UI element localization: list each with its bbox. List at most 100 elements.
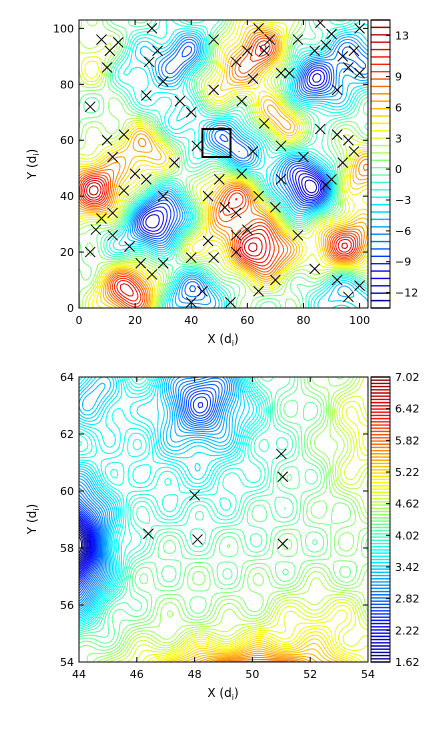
sample-marker — [275, 448, 287, 460]
top-colorbar-frame — [370, 19, 391, 309]
contour-level — [79, 377, 242, 616]
contour-level — [138, 65, 330, 237]
contour-level — [79, 377, 240, 614]
sample-marker — [140, 174, 152, 185]
contour-level — [103, 20, 368, 308]
contour-level — [79, 377, 265, 627]
contour-level — [124, 380, 368, 662]
bottom-contour-lines — [79, 377, 368, 662]
sample-marker — [277, 538, 289, 550]
contour-level — [79, 377, 289, 632]
contour-level — [79, 377, 233, 607]
colorbar-tick-label: 2.22 — [395, 624, 420, 637]
contour-level — [79, 377, 236, 611]
sample-marker — [277, 471, 289, 483]
contour-level — [79, 377, 254, 621]
colorbar-tick-label: 4.62 — [395, 498, 420, 511]
contour-level — [142, 69, 325, 232]
sample-marker — [101, 62, 113, 73]
y-tick-label: 80 — [60, 78, 74, 91]
bottom-y-axis-label: Y (di) — [25, 504, 41, 535]
sample-marker — [292, 229, 304, 241]
sample-marker — [236, 168, 248, 180]
top-x-axis-label: X (di) — [207, 332, 238, 348]
sample-marker — [314, 20, 326, 29]
contour-level — [79, 384, 220, 595]
sample-marker — [275, 174, 287, 185]
contour-level — [207, 654, 308, 662]
y-tick-label: 60 — [60, 134, 74, 147]
sample-marker — [107, 229, 119, 241]
contour-level — [79, 519, 92, 573]
colorbar-tick-label: 9 — [395, 71, 402, 84]
contour-level — [141, 406, 368, 662]
bottom-plot-frame — [78, 376, 369, 663]
contour-level — [162, 634, 351, 662]
colorbar-tick-label: −9 — [395, 256, 411, 269]
y-tick-label: 0 — [67, 302, 74, 315]
sample-marker — [270, 274, 281, 286]
sample-marker — [275, 67, 287, 79]
contour-level — [131, 36, 368, 305]
contour-level — [301, 176, 320, 196]
contour-level — [79, 522, 90, 569]
sample-marker — [107, 151, 119, 163]
sample-marker — [253, 190, 264, 202]
sample-marker — [101, 134, 113, 146]
contour-level — [79, 396, 209, 585]
sample-marker — [258, 45, 270, 57]
top-plot-frame — [78, 19, 369, 309]
colorbar-tick-label: −3 — [395, 194, 411, 207]
sample-marker — [337, 157, 349, 168]
sample-marker — [174, 95, 186, 107]
y-tick-label: 54 — [60, 656, 74, 669]
contour-level — [79, 387, 217, 592]
top-contour-lines — [79, 20, 368, 308]
x-tick-label: 20 — [128, 314, 142, 327]
bottom-colorbar-frame — [370, 376, 391, 663]
top-colorbar-ticks: 13 9 6 3 0 −3 −6 −9 −12 — [386, 29, 418, 300]
sample-marker — [326, 174, 337, 185]
sample-marker — [258, 118, 270, 129]
contour-level — [83, 20, 368, 308]
contour-level — [79, 377, 297, 636]
x-tick-label: 40 — [184, 314, 198, 327]
contour-level — [79, 380, 223, 597]
contour-level — [107, 377, 368, 662]
sample-marker — [225, 297, 236, 308]
colorbar-tick-label: 3.42 — [395, 561, 420, 574]
y-tick-label: 64 — [60, 371, 74, 384]
sample-marker — [298, 151, 309, 163]
bottom-sample-markers — [143, 448, 289, 550]
contour-level — [196, 650, 318, 662]
sample-marker — [104, 45, 116, 57]
sample-marker — [208, 84, 220, 96]
sample-marker — [197, 285, 208, 297]
sample-marker — [135, 257, 147, 269]
colorbar-tick-label: 5.22 — [395, 466, 420, 479]
contour-level — [79, 377, 263, 625]
bottom-y-axis: 54 56 58 60 62 64 — [60, 371, 368, 669]
contour-level — [79, 377, 368, 648]
contour-level — [79, 31, 368, 308]
contour-level — [79, 377, 226, 600]
top-y-axis-label: Y (di) — [25, 149, 41, 180]
sample-marker — [84, 246, 96, 258]
contour-level — [145, 73, 322, 229]
contour-level — [140, 67, 328, 235]
contour-level — [97, 377, 368, 662]
colorbar-tick-label: 7.02 — [395, 371, 420, 384]
sample-marker — [343, 62, 354, 73]
y-tick-label: 20 — [60, 246, 74, 259]
sample-marker — [314, 123, 326, 135]
contour-level — [79, 393, 211, 587]
sample-marker — [185, 252, 197, 264]
contour-level — [79, 20, 368, 308]
contour-level — [136, 45, 333, 293]
y-tick-label: 58 — [60, 542, 74, 555]
bottom-x-axis-label: X (di) — [207, 686, 238, 702]
sample-marker — [241, 224, 253, 236]
x-tick-label: 50 — [245, 668, 259, 681]
sample-marker — [230, 246, 242, 258]
contour-level — [79, 377, 368, 651]
